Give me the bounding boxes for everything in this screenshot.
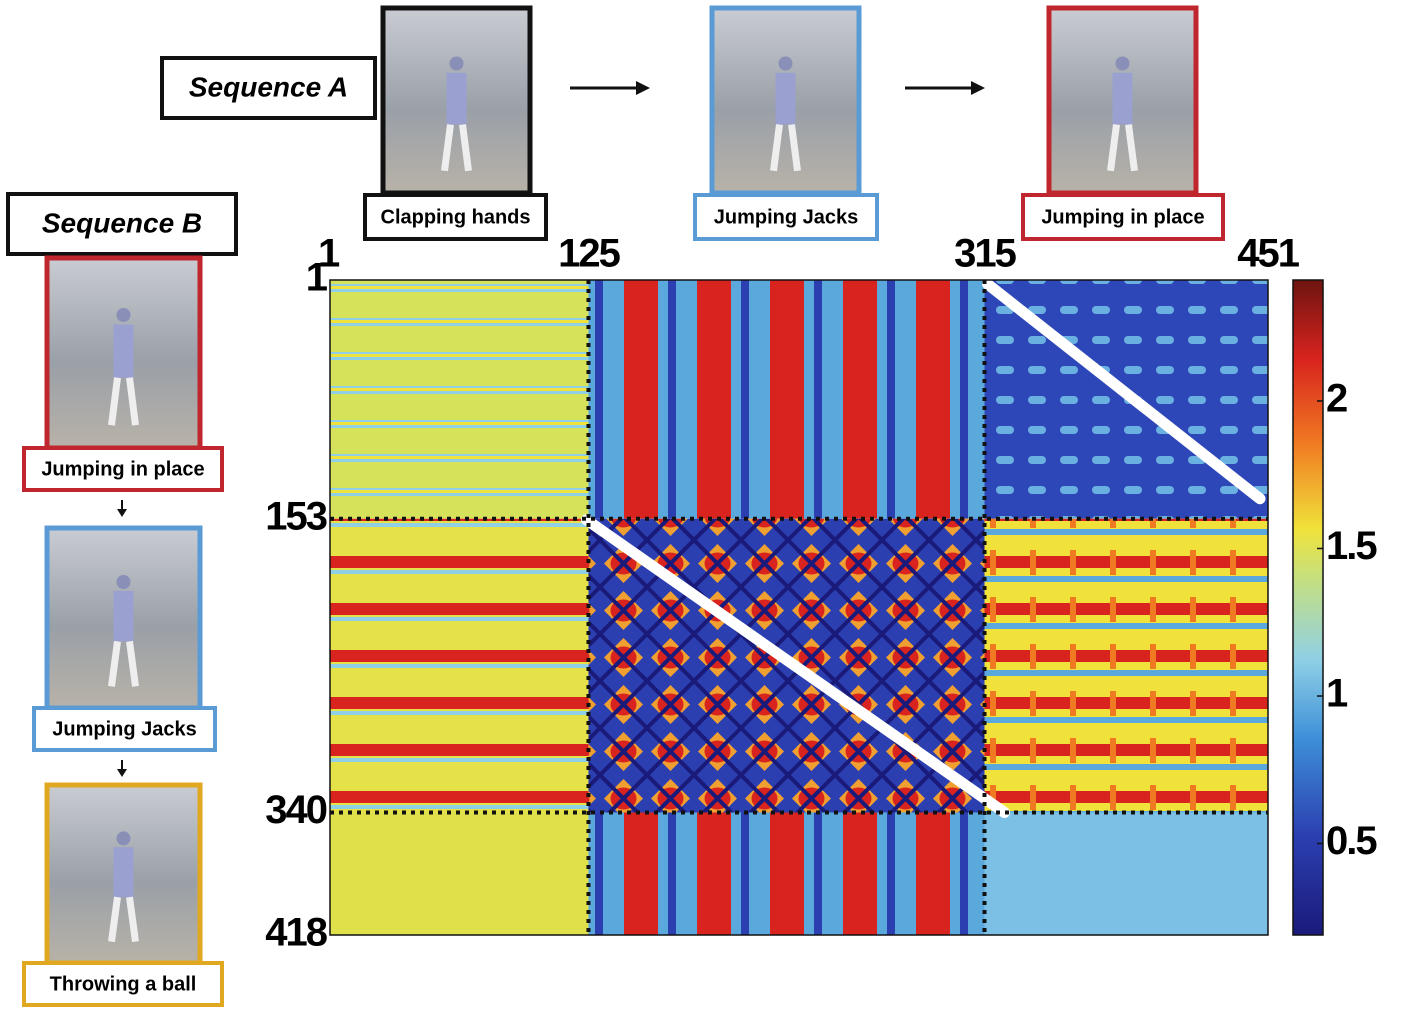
x-tick-label: 315 [954, 232, 1016, 276]
heatmap-block [588, 280, 984, 519]
colorbar-tick-label: 2 [1326, 377, 1347, 421]
label-text: Jumping in place [41, 458, 204, 480]
figure-body [114, 325, 134, 378]
y-tick-label: 418 [265, 911, 327, 955]
figure-head [779, 57, 793, 71]
colorbar-tick-label: 0.5 [1326, 819, 1377, 863]
label-text: Jumping Jacks [714, 206, 859, 228]
figure-head [450, 57, 464, 71]
label-text: Jumping Jacks [52, 718, 197, 740]
colorbar [1293, 280, 1323, 935]
arrow-head [971, 81, 985, 95]
x-tick-label: 451 [1237, 232, 1299, 276]
heatmap-block [985, 519, 1268, 813]
arrow-head [117, 769, 127, 777]
figure-body [1113, 73, 1133, 125]
figure-body [114, 591, 134, 641]
figure-body [447, 73, 467, 125]
figure-head [1116, 57, 1130, 71]
y-tick-label: 153 [265, 494, 326, 538]
heatmap-block [588, 812, 984, 935]
figure-head [117, 575, 131, 589]
y-tick-label: 1 [306, 256, 328, 300]
colorbar-tick-label: 1 [1326, 672, 1348, 716]
heatmap-block [985, 812, 1268, 935]
label-text: Throwing a ball [50, 973, 197, 995]
y-tick-label: 340 [265, 788, 326, 832]
label-text: Sequence A [189, 71, 348, 102]
label-text: Clapping hands [381, 206, 531, 228]
arrow-head [117, 509, 127, 517]
heatmap-block [330, 812, 588, 935]
figure-body [776, 73, 796, 125]
figure-head [117, 831, 131, 845]
arrow-head [636, 81, 650, 95]
figure-body [114, 847, 134, 897]
figure-head [117, 308, 131, 322]
label-text: Jumping in place [1041, 206, 1204, 228]
colorbar-tick-label: 1.5 [1326, 524, 1377, 568]
heatmap-block [330, 280, 588, 519]
x-tick-label: 125 [558, 232, 620, 276]
label-text: Sequence B [42, 207, 202, 238]
figure: Sequence A Clapping hands Jumping Jacks Jum… [0, 0, 1402, 1007]
heatmap-block [330, 519, 588, 813]
